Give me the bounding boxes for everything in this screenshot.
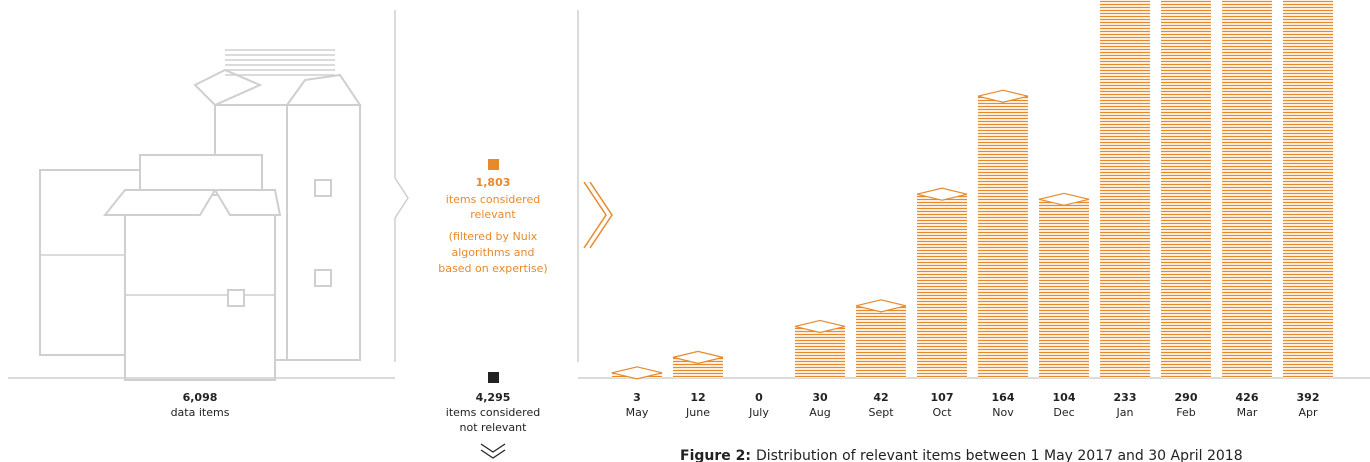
x-tick-label: Oct	[932, 406, 952, 419]
relevant-text: relevant	[470, 208, 516, 221]
x-tick-label: July	[748, 406, 769, 419]
bar	[1039, 199, 1089, 378]
not-relevant-value: 4,295	[476, 391, 511, 404]
relevant-text: algorithms and	[451, 246, 534, 259]
value-label: 426	[1236, 391, 1259, 404]
value-label: 12	[690, 391, 705, 404]
bar	[1283, 0, 1333, 378]
x-tick-label: Mar	[1237, 406, 1258, 419]
bar-top	[672, 350, 724, 364]
x-tick-label: June	[685, 406, 710, 419]
not-relevant-text: not relevant	[460, 421, 528, 434]
value-label: 164	[992, 391, 1015, 404]
relevant-text: (filtered by Nuix	[449, 230, 538, 243]
x-tick-label: Jan	[1116, 406, 1134, 419]
value-label: 290	[1175, 391, 1198, 404]
total-value: 6,098	[183, 391, 218, 404]
value-label: 3	[633, 391, 641, 404]
relevant-value: 1,803	[476, 176, 511, 189]
x-tick-label: Sept	[868, 406, 894, 419]
value-label: 104	[1053, 391, 1076, 404]
chevron	[480, 449, 506, 459]
relevant-text: based on expertise)	[438, 262, 547, 275]
x-tick-label: Feb	[1176, 406, 1195, 419]
x-tick-label: Aug	[809, 406, 830, 419]
bar-top	[977, 89, 1029, 103]
bar	[917, 194, 967, 378]
bar-top	[611, 366, 663, 380]
bar	[856, 305, 906, 378]
legend-swatch	[488, 372, 499, 383]
bar	[1222, 0, 1272, 378]
value-label: 392	[1297, 391, 1320, 404]
divider	[394, 10, 409, 362]
x-tick-label: May	[626, 406, 649, 419]
bar	[978, 96, 1028, 378]
caption: Figure 2: Distribution of relevant items …	[680, 448, 1243, 462]
bar-top	[1038, 192, 1090, 206]
bar-top	[855, 299, 907, 313]
bar	[795, 326, 845, 378]
value-label: 42	[873, 391, 888, 404]
relevant-text: items considered	[446, 193, 540, 206]
x-tick-label: Dec	[1053, 406, 1074, 419]
bar	[1100, 0, 1150, 379]
total-label: data items	[171, 406, 230, 419]
caption-text: Distribution of relevant items between 1…	[756, 448, 1243, 462]
boxes-illustration	[39, 49, 362, 381]
bar-top	[916, 187, 968, 201]
value-label: 0	[755, 391, 763, 404]
bar	[673, 357, 723, 378]
value-label: 107	[931, 391, 954, 404]
value-label: 30	[812, 391, 828, 404]
bar-top	[794, 319, 846, 334]
chevron	[589, 181, 613, 249]
bar	[1161, 0, 1211, 379]
x-tick-label: Nov	[992, 406, 1014, 419]
chevron	[583, 181, 607, 249]
legend-swatch	[488, 159, 499, 170]
x-tick-label: Apr	[1298, 406, 1318, 419]
caption-label: Figure 2:	[680, 448, 751, 462]
chevron	[480, 443, 506, 453]
not-relevant-text: items considered	[446, 406, 540, 419]
value-label: 233	[1114, 391, 1137, 404]
